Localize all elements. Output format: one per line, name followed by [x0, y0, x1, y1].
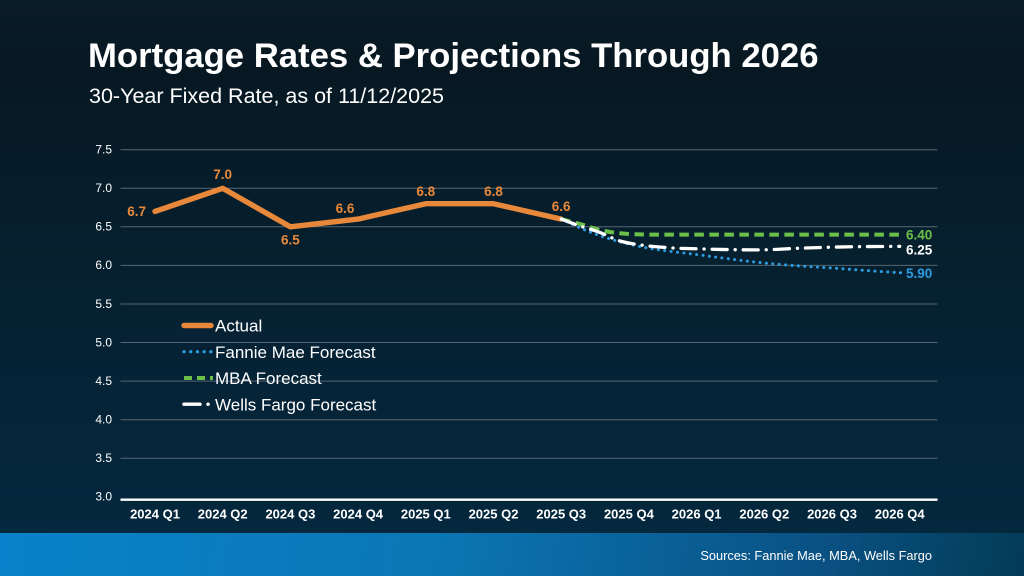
- svg-text:5.5: 5.5: [95, 297, 112, 311]
- svg-text:6.8: 6.8: [416, 184, 435, 199]
- svg-text:3.5: 3.5: [95, 451, 112, 465]
- svg-text:2024 Q3: 2024 Q3: [265, 507, 315, 522]
- svg-text:6.40: 6.40: [906, 227, 932, 242]
- svg-text:2026 Q2: 2026 Q2: [739, 507, 789, 522]
- svg-text:4.5: 4.5: [95, 374, 112, 388]
- svg-text:Fannie Mae Forecast: Fannie Mae Forecast: [215, 343, 376, 362]
- svg-text:7.5: 7.5: [95, 143, 112, 157]
- svg-text:6.8: 6.8: [484, 184, 503, 199]
- svg-text:2025 Q4: 2025 Q4: [604, 507, 655, 522]
- svg-text:6.6: 6.6: [552, 199, 571, 214]
- svg-text:6.5: 6.5: [95, 220, 112, 234]
- svg-text:3.0: 3.0: [95, 490, 112, 504]
- svg-text:6.7: 6.7: [127, 204, 146, 219]
- svg-text:Wells Fargo Forecast: Wells Fargo Forecast: [215, 395, 377, 414]
- svg-text:2024 Q1: 2024 Q1: [130, 507, 180, 522]
- svg-text:2025 Q1: 2025 Q1: [401, 507, 451, 522]
- svg-text:Actual: Actual: [215, 317, 262, 336]
- svg-text:6.5: 6.5: [281, 233, 300, 248]
- svg-text:MBA Forecast: MBA Forecast: [215, 369, 322, 388]
- svg-text:6.25: 6.25: [906, 243, 933, 258]
- svg-text:2026 Q1: 2026 Q1: [672, 507, 722, 522]
- svg-text:2026 Q4: 2026 Q4: [875, 507, 926, 522]
- svg-text:6.6: 6.6: [336, 201, 355, 216]
- svg-text:4.0: 4.0: [95, 413, 112, 427]
- svg-text:7.0: 7.0: [95, 181, 112, 195]
- svg-text:2024 Q2: 2024 Q2: [198, 507, 248, 522]
- svg-text:5.90: 5.90: [906, 266, 932, 281]
- svg-text:2025 Q3: 2025 Q3: [536, 507, 586, 522]
- svg-text:2024 Q4: 2024 Q4: [333, 507, 384, 522]
- svg-text:2026 Q3: 2026 Q3: [807, 507, 857, 522]
- svg-text:2025 Q2: 2025 Q2: [469, 507, 519, 522]
- svg-text:6.0: 6.0: [95, 258, 112, 272]
- svg-text:7.0: 7.0: [213, 167, 232, 182]
- svg-text:5.0: 5.0: [95, 335, 112, 349]
